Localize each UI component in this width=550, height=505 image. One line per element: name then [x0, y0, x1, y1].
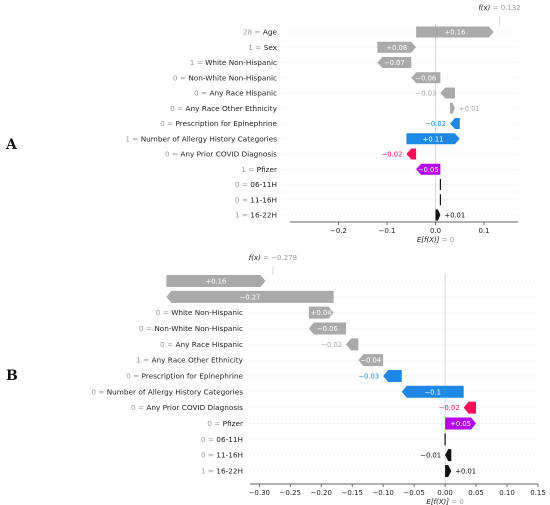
feature-label: 1 = Any Race Other Ethnicity [136, 356, 244, 365]
shap-bar [439, 194, 441, 206]
bar-value-label: +0.04 [311, 309, 332, 317]
feature-label: 1 = Sex [248, 43, 277, 52]
x-tick-label: −0.05 [403, 489, 424, 497]
expected-value-label: E[f(X)] = 0 [417, 236, 454, 244]
shap-bar [406, 148, 417, 160]
bar-value-label: −0.27 [240, 293, 261, 301]
feature-label: 1 = White Non-Hispanic [190, 58, 277, 67]
feature-label: 28 = Age [243, 28, 278, 37]
feature-label: 0 = Prescription for Epinephrine [160, 119, 277, 128]
bar-value-label: −0.04 [360, 357, 381, 365]
bar-value-label: −0.05 [418, 166, 439, 174]
shap-bar [383, 369, 402, 382]
shap-bar [440, 87, 455, 99]
feature-label: 1 = 16-22H [201, 466, 243, 475]
shap-bar [411, 72, 441, 84]
feature-label: 0 = Number of Allergy History Categories [91, 387, 243, 396]
shap-bar [308, 322, 346, 335]
x-tick-label: −0.10 [372, 489, 393, 497]
bar-value-label: +0.05 [450, 420, 471, 428]
shap-bar [445, 417, 477, 430]
shap-bar [463, 401, 477, 414]
x-tick-label: 0.1 [478, 227, 489, 235]
x-tick-label: −0.1 [379, 227, 396, 235]
feature-label: 0 = Prescription for Epinephrine [126, 371, 243, 380]
bar-value-label: −0.03 [358, 372, 379, 380]
feature-label: 0 = Non-White Non-Hispanic [173, 73, 277, 82]
shap-bar [346, 338, 359, 351]
bar-value-label: −0.02 [439, 404, 460, 412]
bar-value-label: −0.06 [415, 74, 436, 82]
feature-label: 0 = White Non-Hispanic [156, 308, 243, 317]
shap-bar [445, 449, 452, 462]
shap-bar [377, 57, 412, 68]
bar-value-label: +0.16 [445, 29, 466, 37]
x-tick-label: −0.15 [341, 489, 362, 497]
shap-bar [444, 433, 446, 446]
x-tick-label: 0.00 [437, 489, 453, 497]
shap-bar [166, 275, 266, 287]
feature-label: 0 = 06-11H [235, 180, 277, 189]
panel-label-b: B [6, 368, 18, 384]
shap-bar [166, 290, 334, 303]
feature-label: 0 = Non-White Non-Hispanic [139, 324, 243, 333]
feature-label: 0 = Any Prior COVID Diagnosis [165, 150, 277, 159]
shap-bar [450, 118, 460, 129]
shap-bar [450, 102, 455, 114]
bar-value-label: −0.02 [425, 120, 446, 128]
shap-bar [377, 41, 417, 53]
shap-bar [406, 133, 460, 145]
panel-label-a: A [6, 137, 17, 153]
waterfall-panel-a: f(x) = 0.132 28 = Age +0.16 1 = Sex +0.08 1 =… [125, 4, 520, 244]
x-tick-label: −0.2 [330, 227, 347, 235]
bar-value-label: +0.16 [206, 278, 227, 286]
shap-bar [401, 385, 464, 398]
feature-label: 0 = Any Race Hispanic [160, 340, 243, 349]
feature-label: 1 = 16-22H [235, 211, 277, 220]
x-tick-label: −0.20 [310, 489, 331, 497]
bar-value-label: +0.08 [386, 44, 407, 52]
feature-label: 0 = 11-16H [235, 195, 277, 204]
bar-value-label: −0.1 [424, 388, 441, 396]
shap-bar [308, 306, 334, 319]
bar-value-label: +0.01 [455, 467, 476, 475]
shap-bar [445, 464, 452, 477]
feature-label: 0 = Any Race Other Ethnicity [170, 104, 278, 113]
shap-bar [416, 163, 441, 175]
shap-bar [439, 179, 441, 190]
bar-value-label: +0.01 [459, 105, 480, 113]
feature-label: 1 = Pfizer [241, 165, 277, 174]
shap-bar [358, 354, 384, 367]
shap-bar [416, 26, 494, 38]
waterfall-panel-b: f(x) = −0.27828 = Age+0.160 = Sex−0.270 … [91, 254, 545, 505]
feature-label: 0 = 06-11H [201, 435, 243, 444]
feature-label: 0 = Any Prior COVID Diagnosis [131, 403, 243, 412]
x-tick-label: 0.0 [430, 227, 441, 235]
bar-value-label: −0.01 [420, 452, 441, 460]
x-tick-label: 0.15 [530, 489, 546, 497]
prediction-label: f(x) = −0.278 [249, 254, 297, 262]
feature-label: 0 = Pfizer [207, 419, 243, 428]
x-tick-label: −0.25 [280, 489, 301, 497]
x-tick-label: 0.10 [499, 489, 515, 497]
shap-bar [435, 209, 441, 221]
feature-label: 0 = Any Race Hispanic [194, 89, 277, 98]
bar-value-label: −0.06 [317, 325, 338, 333]
expected-value-label: E[f(X)] = 0 [426, 498, 463, 505]
feature-label: 0 = 11-16H [201, 451, 243, 460]
prediction-label: f(x) = 0.132 [478, 4, 520, 12]
bar-value-label: −0.03 [416, 90, 437, 98]
bar-value-label: −0.02 [382, 151, 403, 159]
bar-value-label: −0.02 [321, 341, 342, 349]
x-tick-label: 0.05 [468, 489, 484, 497]
bar-value-label: +0.01 [444, 212, 465, 220]
bar-value-label: +0.11 [423, 135, 444, 143]
x-tick-label: −0.30 [249, 489, 270, 497]
bar-value-label: −0.07 [384, 59, 405, 67]
feature-label: 1 = Number of Allergy History Categories [125, 134, 277, 143]
